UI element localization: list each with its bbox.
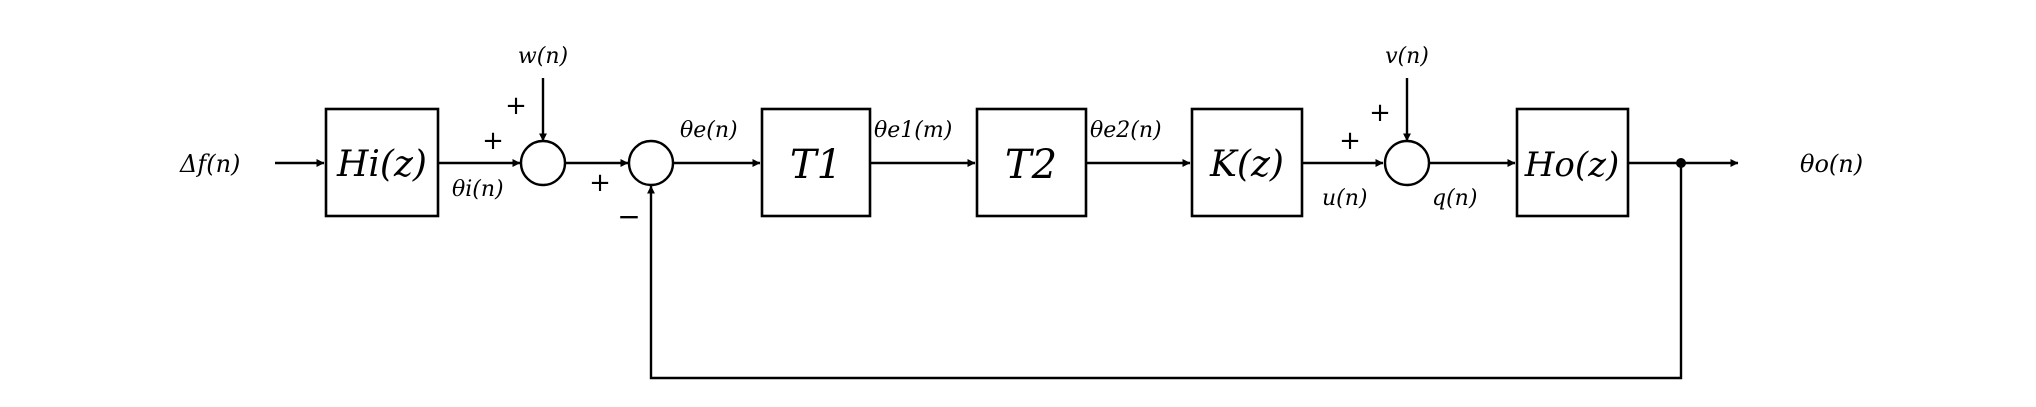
summing-junction-1: [519, 139, 567, 187]
signal-v-label: v(n): [1385, 44, 1429, 69]
signal-u-label: u(n): [1322, 186, 1368, 211]
sign-minus-feedback: −: [617, 200, 640, 233]
summing-junction-2: [627, 139, 675, 187]
block-ho: [1515, 107, 1630, 218]
signal-theta-i-label: θi(n): [452, 177, 504, 202]
signal-theta-e-label: θe(n): [680, 118, 738, 143]
sign-plus-theta-i: +: [482, 126, 504, 156]
wire-feedback: [647, 163, 1683, 380]
signal-w-label: w(n): [518, 44, 568, 69]
block-hi: [324, 107, 440, 218]
block-k: [1190, 107, 1304, 218]
signal-q-label: q(n): [1432, 186, 1477, 211]
block-ho-label: Ho(z): [1524, 145, 1620, 185]
block-t1: [760, 107, 872, 218]
sign-plus-sum2: +: [589, 168, 611, 198]
block-t1-label: T1: [790, 142, 842, 188]
signal-theta-e2-label: θe2(n): [1090, 118, 1162, 143]
sign-plus-w: +: [505, 91, 527, 121]
block-k-label: K(z): [1209, 144, 1284, 185]
sign-plus-u: +: [1339, 126, 1361, 156]
block-t2-label: T2: [1005, 142, 1057, 188]
block-hi-label: Hi(z): [336, 144, 427, 185]
signal-theta-e1-label: θe1(m): [874, 118, 952, 143]
block-t2: [975, 107, 1088, 218]
input-label: Δf(n): [179, 150, 240, 178]
sign-plus-v: +: [1369, 98, 1391, 128]
output-label: θo(n): [1800, 150, 1863, 178]
summing-junction-3: [1383, 139, 1431, 187]
branch-point: [1676, 158, 1686, 168]
